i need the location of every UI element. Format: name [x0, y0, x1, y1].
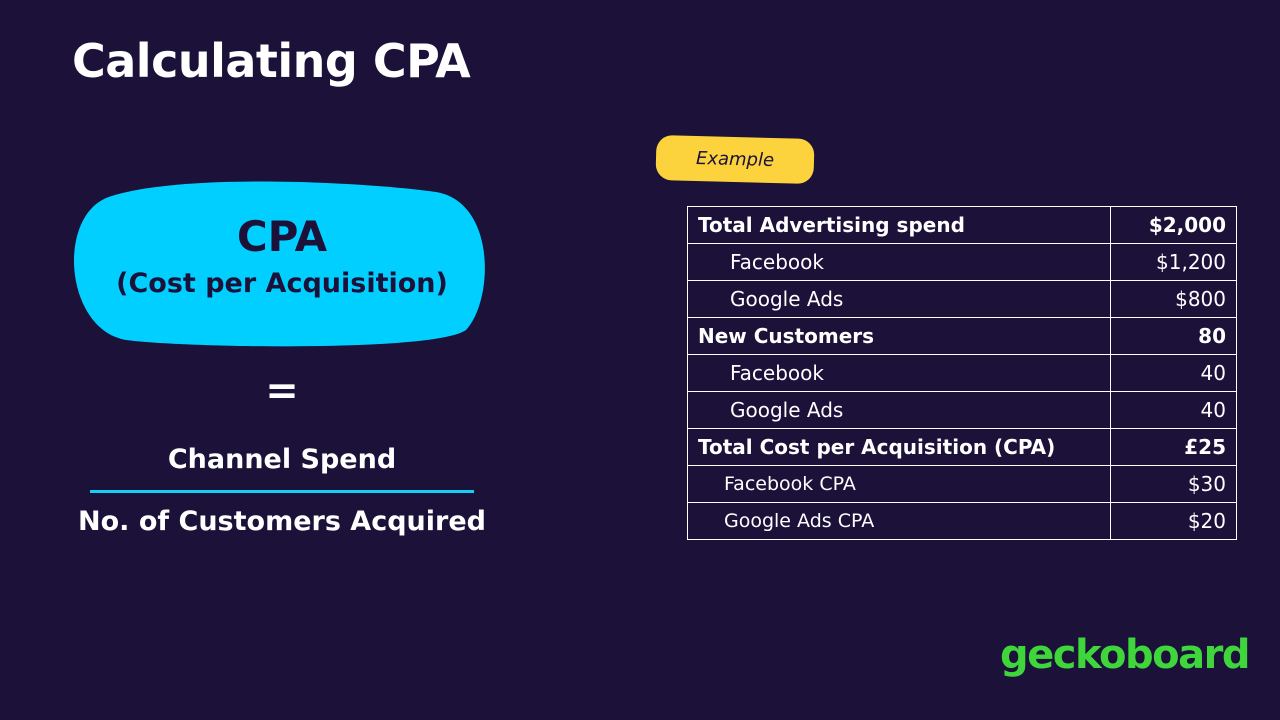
table-row: Google Ads $800 — [687, 280, 1237, 318]
table-row: Facebook CPA $30 — [687, 465, 1237, 503]
denominator: No. of Customers Acquired — [78, 506, 486, 537]
logo: geckoboard — [1000, 632, 1250, 678]
table-row: New Customers 80 — [687, 317, 1237, 355]
row-value: $1,200 — [1110, 243, 1237, 281]
row-value: 40 — [1110, 354, 1237, 392]
table-row: Google Ads 40 — [687, 391, 1237, 429]
row-value: £25 — [1110, 428, 1237, 466]
row-value: 80 — [1110, 317, 1237, 355]
row-label: Facebook CPA — [687, 465, 1111, 503]
row-value: $800 — [1110, 280, 1237, 318]
table-row: Facebook $1,200 — [687, 243, 1237, 281]
row-label: Total Advertising spend — [687, 206, 1111, 244]
row-value: $20 — [1110, 502, 1237, 540]
row-label: Google Ads — [687, 391, 1111, 429]
row-label: Facebook — [687, 243, 1111, 281]
formula-label: CPA — [236, 212, 328, 261]
row-label: Facebook — [687, 354, 1111, 392]
numerator: Channel Spend — [167, 444, 397, 475]
title: Calculating CPA — [72, 34, 471, 88]
row-label: New Customers — [687, 317, 1111, 355]
fraction-line — [90, 490, 474, 493]
row-label: Total Cost per Acquisition (CPA) — [687, 428, 1111, 466]
example-badge: Example — [655, 134, 815, 185]
row-label: Google Ads CPA — [687, 502, 1111, 540]
formula-sublabel: (Cost per Acquisition) — [116, 268, 448, 299]
row-value: $30 — [1110, 465, 1237, 503]
equals-sign: = — [265, 368, 299, 414]
table-row: Total Advertising spend $2,000 — [687, 206, 1237, 244]
table-row: Google Ads CPA $20 — [687, 502, 1237, 540]
table-row: Total Cost per Acquisition (CPA) £25 — [687, 428, 1237, 466]
row-label: Google Ads — [687, 280, 1111, 318]
row-value: 40 — [1110, 391, 1237, 429]
formula-blob — [73, 181, 485, 347]
row-value: $2,000 — [1110, 206, 1237, 244]
example-table: Total Advertising spend $2,000 Facebook $1… — [687, 206, 1237, 540]
table-row: Facebook 40 — [687, 354, 1237, 392]
